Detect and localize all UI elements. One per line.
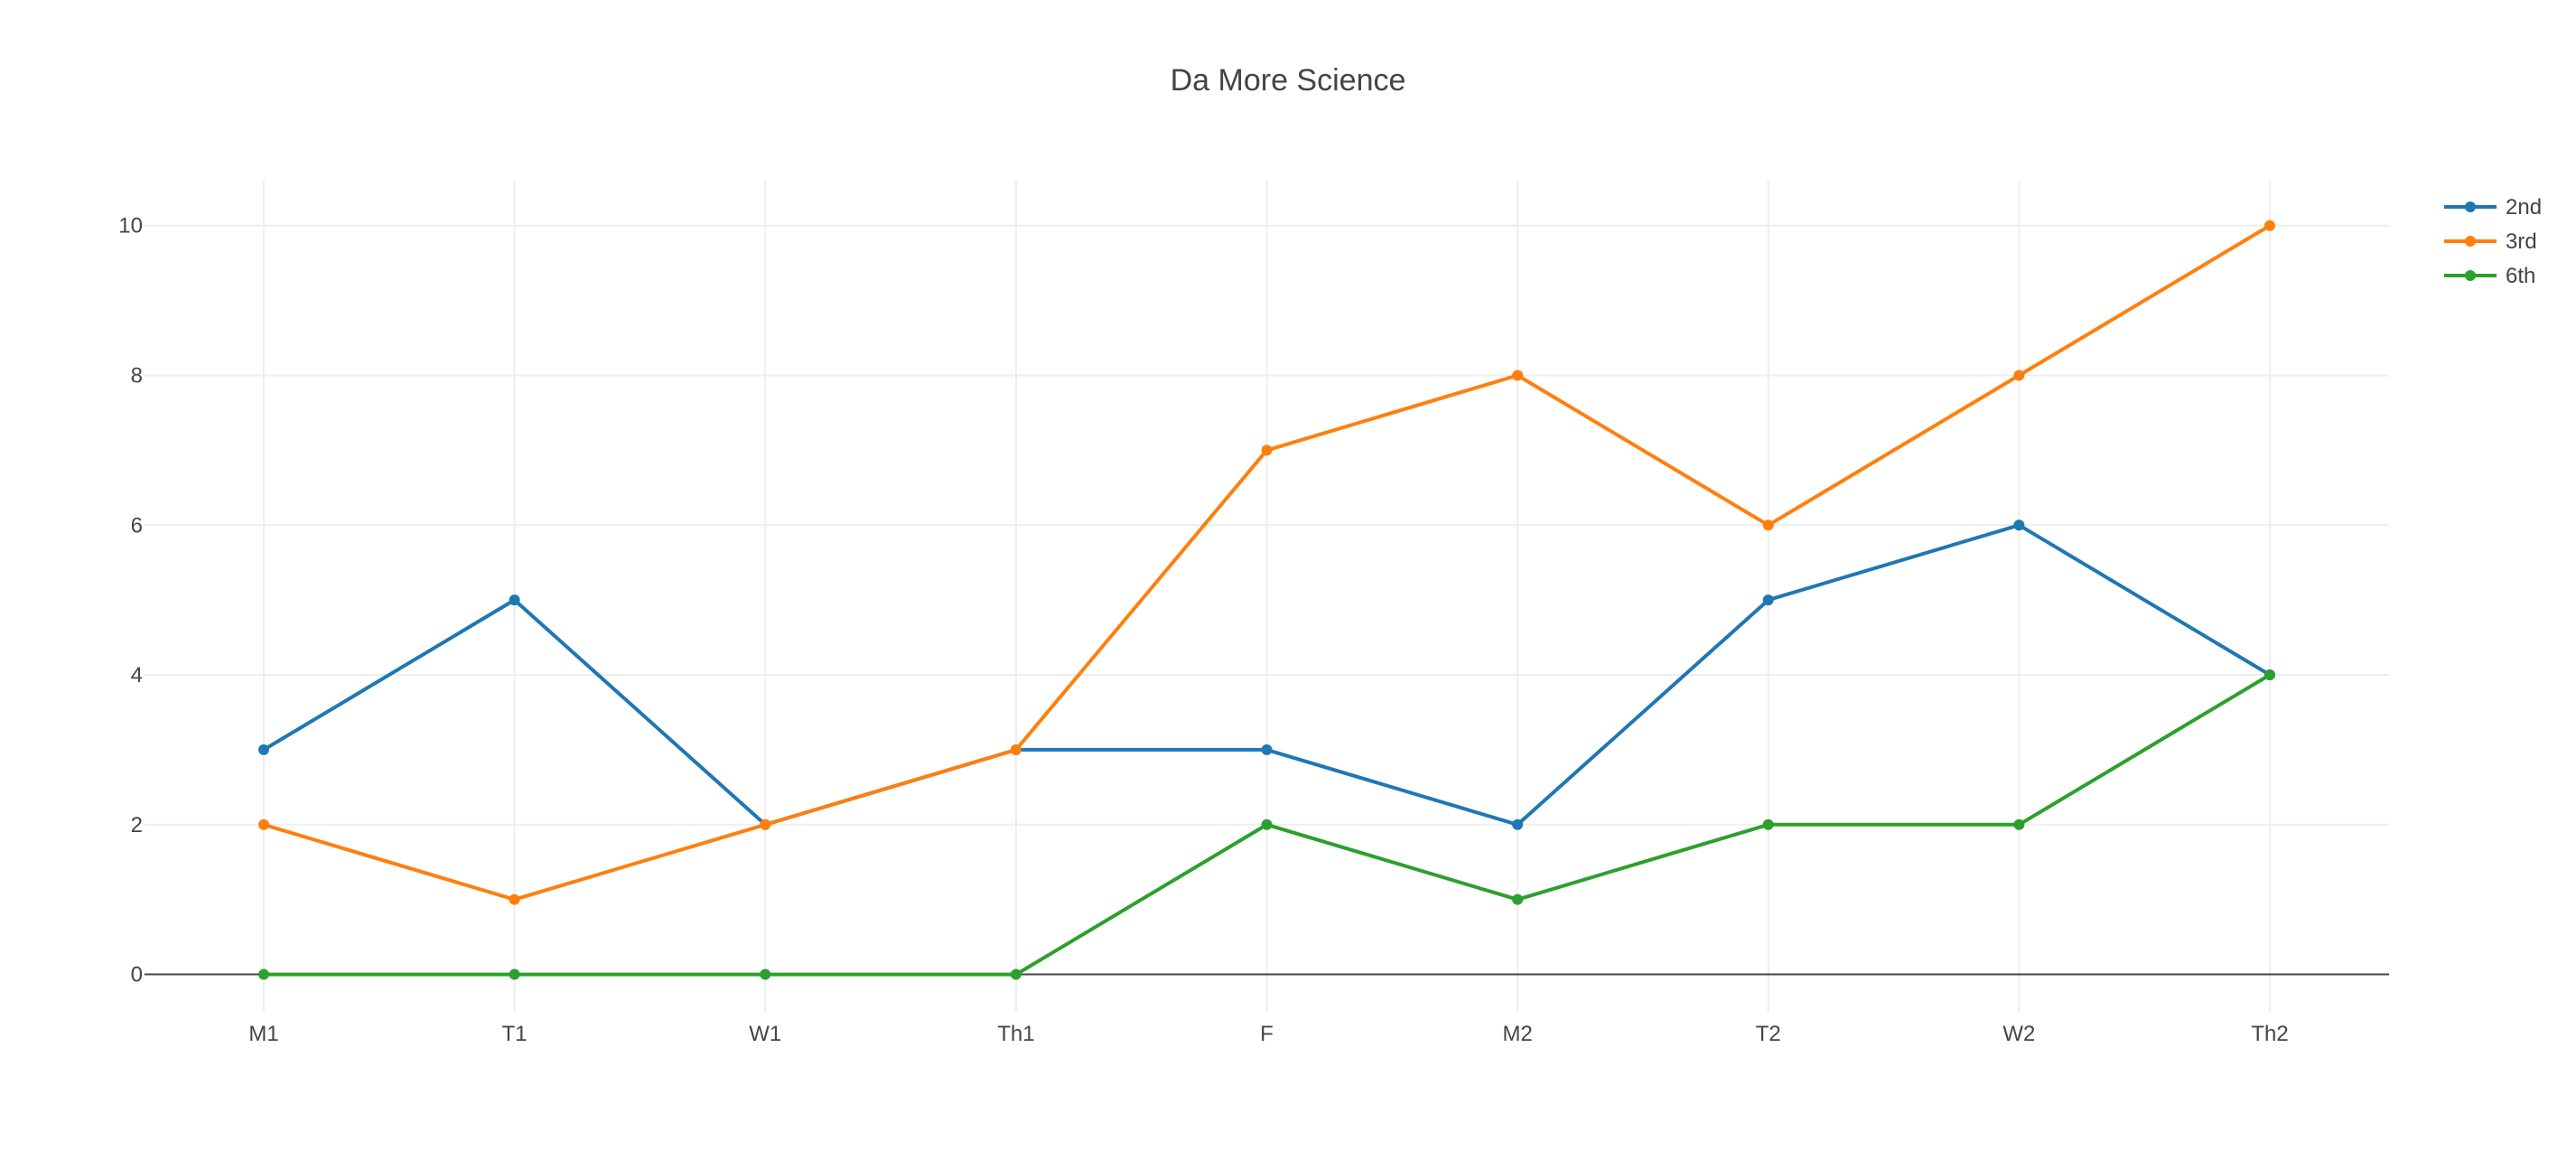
- legend[interactable]: 2nd 3rd 6th: [2444, 195, 2542, 288]
- y-tick-label: 0: [131, 963, 143, 987]
- legend-marker-swatch: [2465, 201, 2476, 212]
- x-tick-label: W1: [749, 1022, 781, 1046]
- data-point: [258, 968, 269, 980]
- data-point: [1261, 444, 1273, 456]
- series-6th: [258, 669, 2275, 980]
- grid-layer: [145, 181, 2389, 1012]
- data-point: [2013, 370, 2025, 381]
- data-point: [1762, 594, 1774, 606]
- data-point: [509, 968, 520, 980]
- data-point: [509, 893, 520, 905]
- data-point: [2013, 519, 2025, 531]
- data-point: [760, 819, 771, 830]
- data-point: [1512, 893, 1524, 905]
- y-tick-label: 6: [131, 513, 143, 538]
- data-point: [760, 968, 771, 980]
- x-tick-label: M1: [248, 1022, 278, 1046]
- x-tick-label: Th1: [997, 1022, 1034, 1046]
- x-tick-label: F: [1260, 1022, 1274, 1046]
- data-point: [258, 819, 269, 830]
- y-tick-label: 8: [131, 363, 143, 388]
- data-point: [1762, 819, 1774, 830]
- legend-item-2nd[interactable]: 2nd: [2444, 195, 2542, 220]
- data-point: [1010, 744, 1022, 755]
- data-point: [1512, 819, 1524, 830]
- series-layer: [258, 220, 2275, 980]
- data-point: [2013, 819, 2025, 830]
- legend-label: 6th: [2506, 264, 2535, 288]
- legend-marker-swatch: [2465, 270, 2476, 281]
- data-point: [509, 594, 520, 606]
- data-point: [1261, 744, 1273, 755]
- x-tick-label: W2: [2002, 1022, 2035, 1046]
- series-3rd: [258, 220, 2275, 905]
- legend-marker-swatch: [2465, 236, 2476, 247]
- x-tick-label: T2: [1756, 1022, 1781, 1046]
- chart-title: Da More Science: [1171, 63, 1406, 98]
- axis-layer: M1 T1 W1 Th1 F M2 T2 W2 Th2 0 2 4 6 8 10: [118, 214, 2389, 1046]
- y-tick-label: 4: [131, 663, 143, 688]
- data-point: [258, 744, 269, 755]
- legend-item-3rd[interactable]: 3rd: [2444, 229, 2537, 254]
- data-point: [1261, 819, 1273, 830]
- x-tick-label: Th2: [2251, 1022, 2288, 1046]
- y-tick-label: 10: [118, 214, 143, 239]
- data-point: [1762, 519, 1774, 531]
- legend-item-6th[interactable]: 6th: [2444, 264, 2535, 288]
- data-point: [1512, 370, 1524, 381]
- data-point: [2264, 220, 2275, 231]
- x-tick-label: M2: [1502, 1022, 1532, 1046]
- legend-label: 2nd: [2506, 195, 2542, 220]
- data-point: [1010, 968, 1022, 980]
- legend-label: 3rd: [2506, 229, 2537, 254]
- data-point: [2264, 669, 2275, 681]
- y-tick-label: 2: [131, 813, 143, 837]
- x-tick-label: T1: [502, 1022, 527, 1046]
